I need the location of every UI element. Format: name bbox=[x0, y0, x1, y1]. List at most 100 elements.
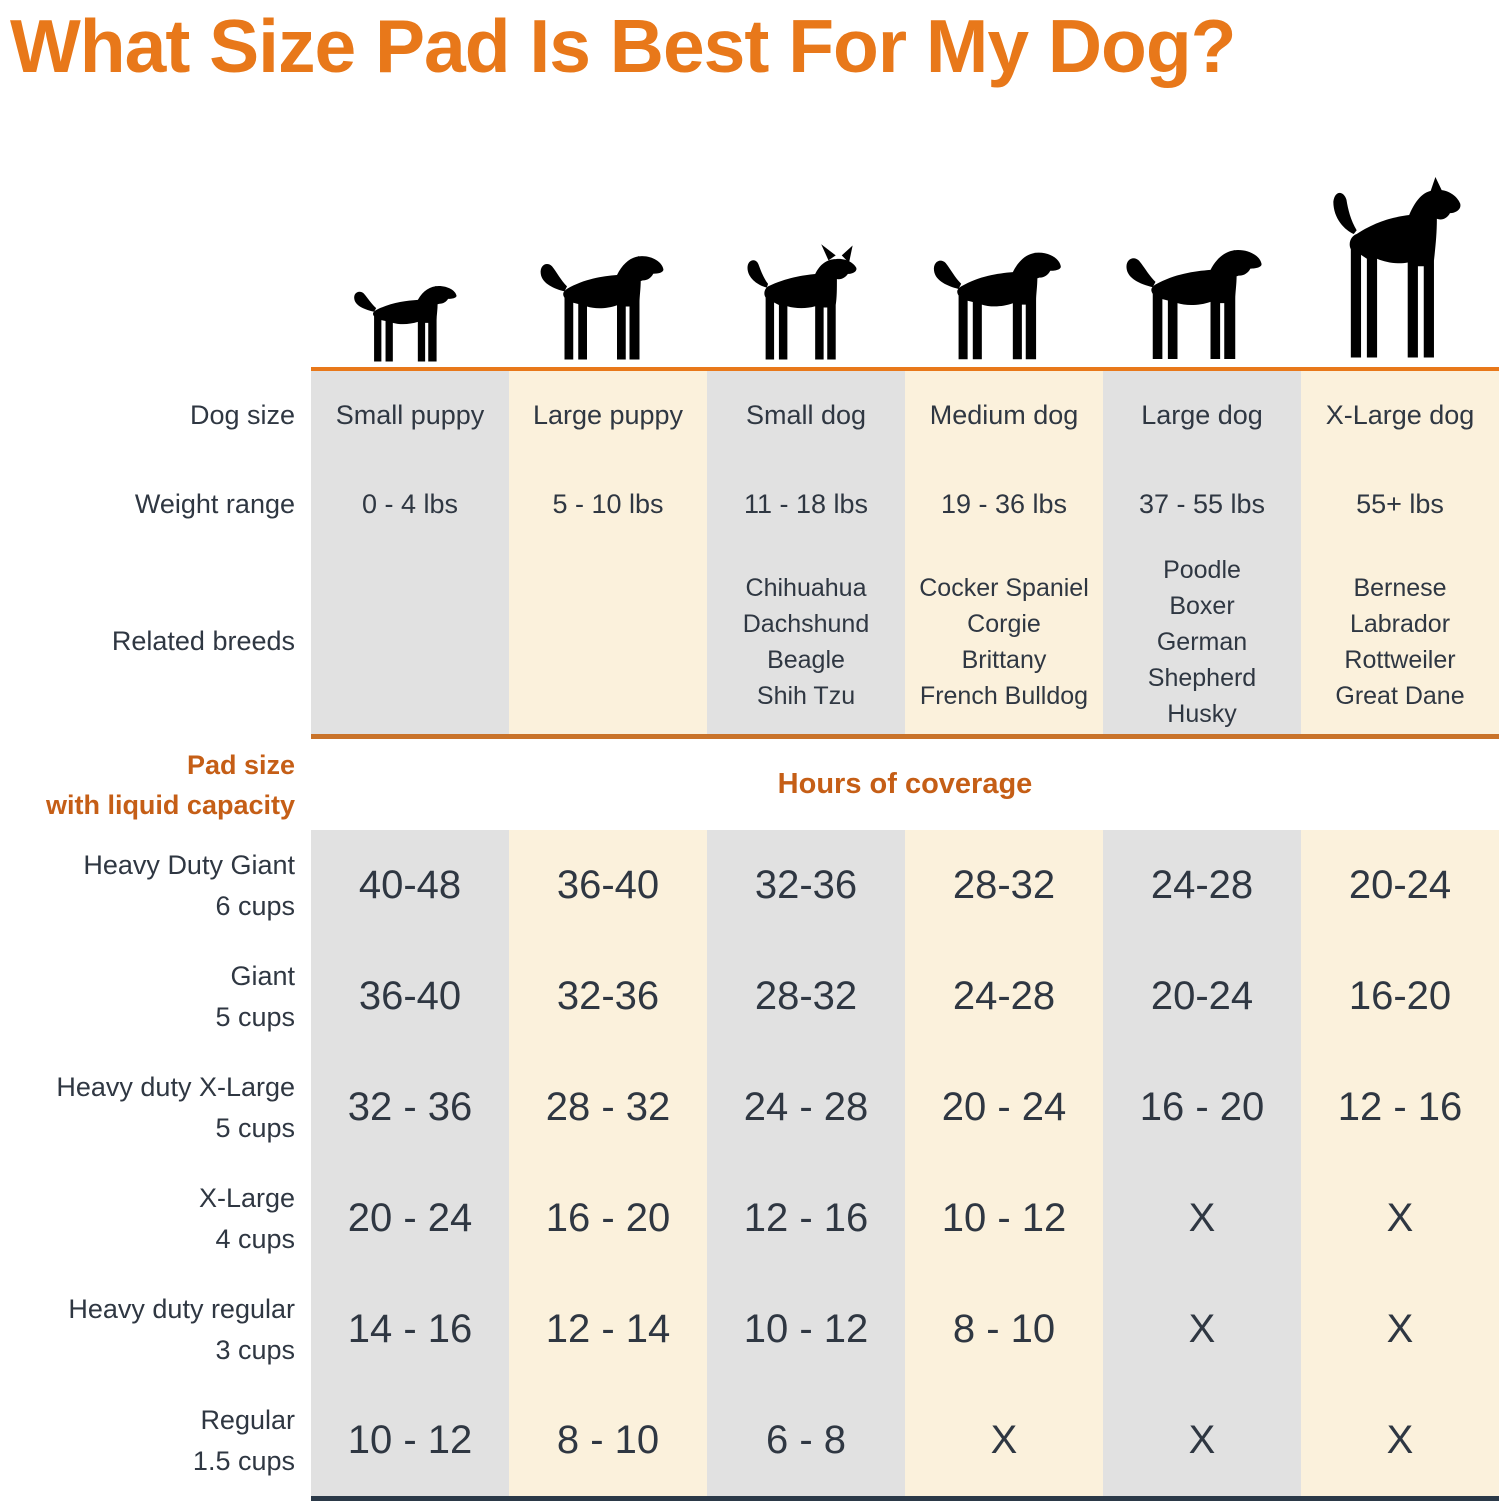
breed-item: Beagle bbox=[767, 645, 845, 674]
hours-cell: 12 - 16 bbox=[707, 1163, 905, 1274]
ground-line bbox=[311, 367, 1499, 371]
large-puppy-icon bbox=[540, 256, 664, 360]
pad-row-label: X-Large 4 cups bbox=[0, 1163, 311, 1274]
pad-name: Heavy duty regular bbox=[68, 1293, 295, 1324]
hours-cell: 28 - 32 bbox=[509, 1052, 707, 1163]
hours-cell: 6 - 8 bbox=[707, 1385, 905, 1496]
column-header-small-dog: Small dog bbox=[707, 371, 905, 459]
breed-item: Cocker Spaniel bbox=[919, 573, 1089, 602]
divider-spacer bbox=[0, 734, 311, 739]
hours-cell: X bbox=[1301, 1163, 1499, 1274]
hours-cell: 32 - 36 bbox=[311, 1052, 509, 1163]
breed-item: Chihuahua bbox=[745, 573, 867, 602]
pad-capacity: 5 cups bbox=[215, 1112, 295, 1143]
hours-cell: 12 - 14 bbox=[509, 1274, 707, 1385]
hours-cell: 36-40 bbox=[311, 941, 509, 1052]
hours-cell: 10 - 12 bbox=[311, 1385, 509, 1496]
column-header-small-puppy: Small puppy bbox=[311, 371, 509, 459]
weight-range-cell: 19 - 36 lbs bbox=[905, 459, 1103, 549]
pad-name: Heavy duty X-Large bbox=[56, 1071, 295, 1102]
column-header-large-puppy: Large puppy bbox=[509, 371, 707, 459]
pad-row-label: Giant 5 cups bbox=[0, 941, 311, 1052]
hours-cell: 28-32 bbox=[707, 941, 905, 1052]
breed-item: Corgie bbox=[967, 609, 1041, 638]
breed-item: Bernese bbox=[1353, 573, 1447, 602]
page-title: What Size Pad Is Best For My Dog? bbox=[10, 4, 1236, 88]
small-puppy-icon bbox=[354, 286, 457, 362]
pad-name: Regular bbox=[200, 1404, 295, 1435]
row-label-dog-size: Dog size bbox=[189, 399, 295, 430]
breeds-cell: Bernese Labrador Rottweiler Great Dane bbox=[1301, 549, 1499, 734]
section-divider-line bbox=[311, 734, 1499, 739]
large-dog-icon bbox=[1126, 249, 1262, 360]
column-header-medium-dog: Medium dog bbox=[905, 371, 1103, 459]
hours-cell: 40-48 bbox=[311, 830, 509, 941]
hours-cell: 10 - 12 bbox=[905, 1163, 1103, 1274]
pad-name: Giant bbox=[230, 960, 295, 991]
breed-item: Dachshund bbox=[742, 609, 870, 638]
hours-cell: 20-24 bbox=[1301, 830, 1499, 941]
weight-range-cell: 11 - 18 lbs bbox=[707, 459, 905, 549]
pad-size-header-line1: Pad size bbox=[186, 749, 295, 780]
hours-cell: 10 - 12 bbox=[707, 1274, 905, 1385]
hours-cell: X bbox=[1301, 1274, 1499, 1385]
breeds-cell: Cocker Spaniel Corgie Brittany French Bu… bbox=[905, 549, 1103, 734]
pad-capacity: 1.5 cups bbox=[192, 1445, 295, 1476]
column-header-large-dog: Large dog bbox=[1103, 371, 1301, 459]
size-comparison-table: Dog size Small puppy Large puppy Small d… bbox=[0, 371, 1499, 1501]
breed-item: Rottweiler bbox=[1344, 645, 1456, 674]
breed-item: French Bulldog bbox=[919, 681, 1089, 710]
hours-cell: 16 - 20 bbox=[1103, 1052, 1301, 1163]
hours-cell: 8 - 10 bbox=[905, 1274, 1103, 1385]
pad-name: X-Large bbox=[198, 1182, 295, 1213]
hours-cell: X bbox=[1103, 1385, 1301, 1496]
breed-item: Labrador bbox=[1349, 609, 1451, 638]
pad-capacity: 5 cups bbox=[215, 1001, 295, 1032]
hours-cell: X bbox=[1301, 1385, 1499, 1496]
breed-item: Husky bbox=[1167, 699, 1237, 728]
pad-name: Heavy Duty Giant bbox=[83, 849, 295, 880]
breed-item: Poodle bbox=[1163, 555, 1241, 584]
breed-item: Boxer bbox=[1169, 591, 1235, 620]
hours-cell: 36-40 bbox=[509, 830, 707, 941]
hours-cell: 20 - 24 bbox=[311, 1163, 509, 1274]
breeds-cell bbox=[311, 549, 509, 734]
breeds-cell bbox=[509, 549, 707, 734]
breed-item: Great Dane bbox=[1335, 681, 1465, 710]
pad-size-section-header: Pad size with liquid capacity bbox=[0, 739, 311, 830]
hours-cell: 16-20 bbox=[1301, 941, 1499, 1052]
hours-of-coverage-header: Hours of coverage bbox=[777, 768, 1033, 800]
hours-cell: X bbox=[1103, 1163, 1301, 1274]
hours-cell: X bbox=[1103, 1274, 1301, 1385]
hours-cell: 20-24 bbox=[1103, 941, 1301, 1052]
pad-capacity: 6 cups bbox=[215, 890, 295, 921]
breeds-cell: Chihuahua Dachshund Beagle Shih Tzu bbox=[707, 549, 905, 734]
hours-cell: 8 - 10 bbox=[509, 1385, 707, 1496]
weight-range-cell: 55+ lbs bbox=[1301, 459, 1499, 549]
dog-illustrations bbox=[0, 92, 1499, 367]
pad-capacity: 3 cups bbox=[215, 1334, 295, 1365]
hours-cell: 28-32 bbox=[905, 830, 1103, 941]
pad-row-label: Regular 1.5 cups bbox=[0, 1385, 311, 1496]
hours-cell: 24-28 bbox=[1103, 830, 1301, 941]
weight-range-cell: 5 - 10 lbs bbox=[509, 459, 707, 549]
table-bottom-line bbox=[311, 1496, 1499, 1501]
hours-cell: 14 - 16 bbox=[311, 1274, 509, 1385]
x-large-dog-icon bbox=[1333, 177, 1461, 358]
bottom-spacer bbox=[0, 1496, 311, 1501]
pad-row-label: Heavy duty regular 3 cups bbox=[0, 1274, 311, 1385]
row-label-weight-range: Weight range bbox=[134, 488, 295, 519]
pad-row-label: Heavy Duty Giant 6 cups bbox=[0, 830, 311, 941]
weight-range-cell: 37 - 55 lbs bbox=[1103, 459, 1301, 549]
weight-range-cell: 0 - 4 lbs bbox=[311, 459, 509, 549]
pad-capacity: 4 cups bbox=[215, 1223, 295, 1254]
medium-dog-icon bbox=[933, 252, 1061, 360]
breed-item: German Shepherd bbox=[1147, 627, 1257, 692]
row-label-related-breeds: Related breeds bbox=[111, 626, 295, 656]
breed-item: Brittany bbox=[961, 645, 1047, 674]
pad-size-header-line2: with liquid capacity bbox=[45, 789, 295, 820]
breed-item: Shih Tzu bbox=[756, 681, 856, 710]
hours-cell: 24-28 bbox=[905, 941, 1103, 1052]
column-header-x-large-dog: X-Large dog bbox=[1301, 371, 1499, 459]
